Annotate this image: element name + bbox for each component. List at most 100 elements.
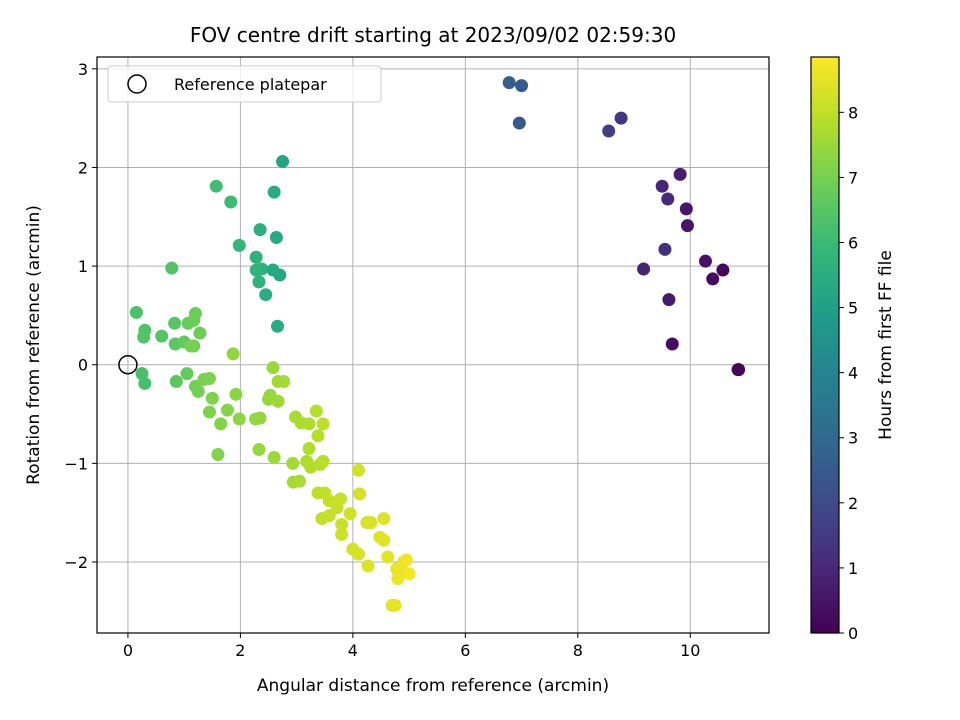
legend-box — [107, 65, 382, 103]
data-point — [302, 442, 316, 456]
data-point — [252, 275, 266, 289]
data-point — [232, 412, 246, 426]
data-point — [129, 305, 143, 319]
colorbar-tick-label: 1 — [848, 559, 858, 578]
data-point — [322, 509, 336, 523]
data-point — [309, 404, 323, 418]
data-point — [202, 405, 216, 419]
x-tick-label: 6 — [460, 641, 470, 660]
data-point — [259, 288, 273, 302]
data-point — [188, 306, 202, 320]
data-point — [138, 376, 152, 390]
plot-frame — [96, 56, 770, 634]
x-tick-label: 0 — [123, 641, 133, 660]
data-point — [232, 238, 246, 252]
y-tick-label: −1 — [64, 454, 88, 473]
x-tick-label: 8 — [573, 641, 583, 660]
colorbar-frame — [810, 56, 840, 634]
data-point — [602, 124, 616, 138]
x-tick-label: 2 — [235, 641, 245, 660]
data-point — [286, 456, 300, 470]
data-point — [377, 512, 391, 526]
colorbar-tick-label: 3 — [848, 429, 858, 448]
data-point — [377, 533, 391, 547]
data-point — [191, 384, 205, 398]
data-point — [269, 230, 283, 244]
data-point — [302, 417, 316, 431]
data-point — [658, 242, 672, 256]
data-point — [253, 411, 267, 425]
data-point — [249, 250, 263, 264]
data-point — [399, 553, 413, 567]
data-point — [364, 516, 378, 530]
data-point — [679, 202, 693, 216]
data-point — [155, 329, 169, 343]
x-tick-label: 10 — [680, 641, 700, 660]
data-point — [292, 474, 306, 488]
data-point — [226, 347, 240, 361]
data-point — [205, 391, 219, 405]
y-axis-label: Rotation from reference (arcmin) — [24, 205, 44, 485]
data-point — [271, 394, 285, 408]
data-point — [267, 185, 281, 199]
data-point — [316, 417, 330, 431]
data-point — [381, 550, 395, 564]
data-point — [515, 79, 529, 93]
data-point — [716, 263, 730, 277]
data-point — [661, 192, 675, 206]
data-point — [276, 155, 290, 169]
data-point — [335, 518, 349, 532]
data-point — [266, 361, 280, 375]
data-point — [277, 374, 291, 388]
data-point — [214, 417, 228, 431]
data-point — [211, 447, 225, 461]
data-point — [137, 330, 151, 344]
data-point — [361, 559, 375, 573]
y-tick-label: 1 — [78, 257, 88, 276]
data-point — [165, 261, 179, 275]
data-point — [614, 111, 628, 125]
data-point — [184, 339, 198, 353]
legend: Reference platepar — [107, 65, 382, 103]
data-point — [135, 367, 149, 381]
colorbar-tick-label: 8 — [848, 103, 858, 122]
data-point — [168, 316, 182, 330]
data-point — [706, 272, 720, 286]
data-point — [662, 293, 676, 307]
data-point — [343, 507, 357, 521]
colorbar-label: Hours from first FF file — [876, 250, 896, 440]
data-point — [502, 76, 516, 90]
data-point — [202, 372, 216, 386]
data-point — [512, 116, 526, 130]
data-point — [180, 367, 194, 381]
data-point — [335, 527, 349, 541]
colorbar-gradient — [811, 57, 839, 633]
data-point — [665, 337, 679, 351]
data-point — [252, 443, 266, 457]
data-point — [402, 567, 416, 581]
x-tick-label: 4 — [348, 641, 358, 660]
data-point — [266, 263, 280, 277]
data-point — [388, 598, 402, 612]
y-tick-label: 0 — [78, 356, 88, 375]
colorbar-ticks: 0 1 2 3 4 5 6 7 8 — [839, 103, 858, 643]
data-point — [655, 179, 669, 193]
colorbar: 0 1 2 3 4 5 6 7 8 Hours from first FF file — [810, 56, 896, 643]
y-tick-label: 3 — [78, 60, 88, 79]
data-point — [220, 403, 234, 417]
reference-platepar-marker — [118, 354, 138, 375]
data-point — [271, 319, 285, 333]
data-point — [680, 219, 694, 233]
data-point — [732, 363, 746, 377]
x-axis-label: Angular distance from reference (arcmin) — [257, 676, 609, 696]
data-point — [224, 195, 238, 209]
data-point — [673, 167, 687, 181]
data-point — [193, 326, 207, 340]
colorbar-tick-label: 4 — [848, 364, 858, 383]
data-point — [311, 429, 325, 443]
y-axis-ticks: −2 −1 0 1 2 3 — [64, 60, 97, 572]
data-point — [698, 254, 712, 268]
chart-title: FOV centre drift starting at 2023/09/02 … — [190, 23, 676, 47]
data-point — [169, 374, 183, 388]
